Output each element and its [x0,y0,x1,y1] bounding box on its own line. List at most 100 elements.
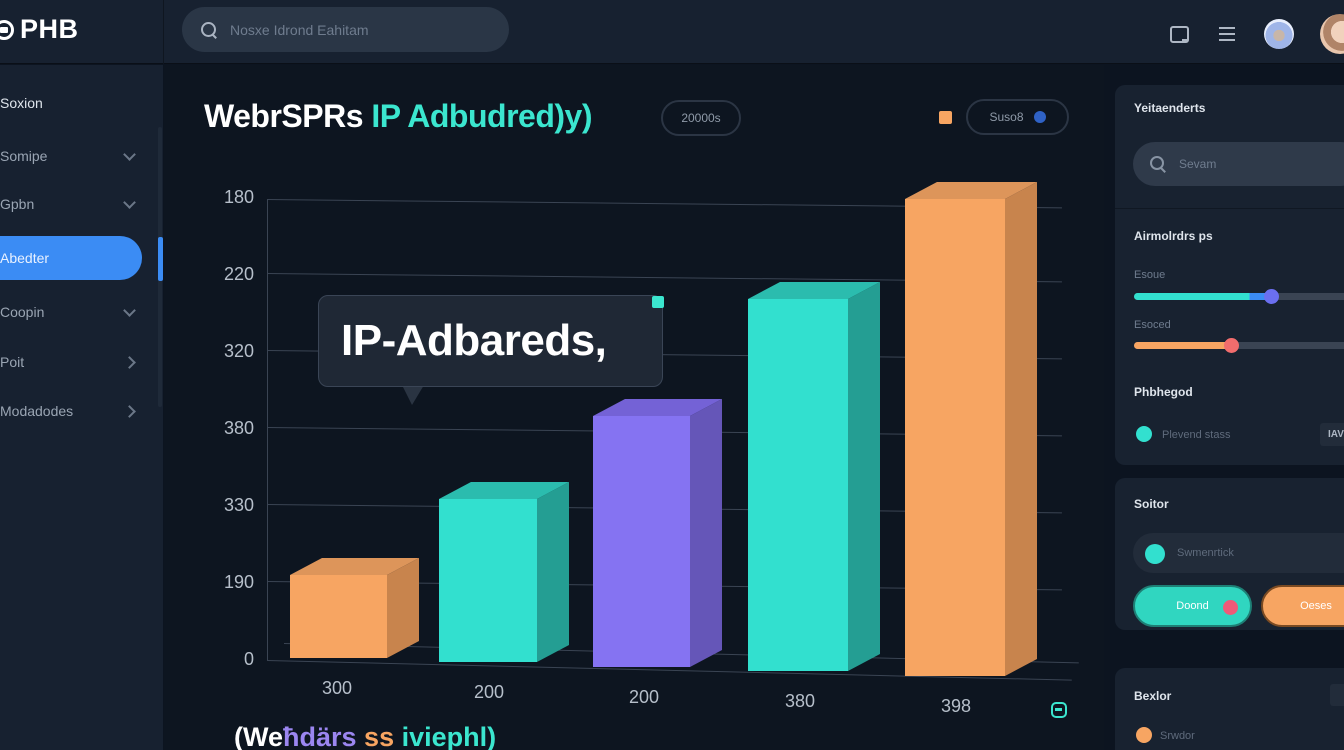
caption-part: ħdärs [283,722,357,750]
bar-side [690,398,722,667]
button-label: Doond [1176,600,1209,612]
logo-icon [0,19,14,40]
bar-side [1005,181,1037,676]
card-title: Bexlor [1134,689,1172,703]
card-title: Yeitaenderts [1134,101,1206,115]
panel-search[interactable] [1133,142,1344,186]
x-tick: 380 [784,691,816,711]
brand-name: PHB [20,14,79,44]
slider-label: Esoue [1134,269,1166,281]
bar-front [290,575,387,658]
bar-front [905,199,1005,676]
bar-2[interactable] [439,481,569,662]
y-tick: 380 [223,418,254,438]
sidebar-item-1[interactable]: Somipe [0,134,142,178]
teal-dot-icon [1145,544,1165,564]
status-dot-icon [1136,727,1152,743]
sidebar-item-6[interactable]: Modadodes [0,389,142,433]
brand[interactable]: PHB [0,14,79,45]
user-avatar[interactable] [1320,14,1344,54]
slider-fill [1134,342,1230,349]
bar-4[interactable] [748,281,880,671]
sidebar-item-label: Coopin [0,304,45,320]
global-search[interactable] [182,7,509,52]
bar-3[interactable] [593,398,722,667]
sidebar-item-label: Somipe [0,148,48,164]
slider-1[interactable] [1134,289,1344,304]
bar-front [439,499,537,662]
tooltip-marker-icon [652,296,664,308]
search-icon [1149,155,1167,173]
sidebar-item-label: Modadodes [0,403,74,419]
chevron-right-icon [123,355,136,369]
top-icons [1168,14,1344,54]
bar-5[interactable] [905,181,1037,676]
minimize-icon[interactable] [1051,702,1067,718]
toggle-dot-icon [1033,111,1046,123]
chart-tooltip: IP-Adbareds, [318,295,663,387]
bar-side [387,557,419,658]
divider [163,0,164,64]
bar-side [848,281,880,671]
x-tick: 200 [473,682,505,702]
right-panel: Yeitaenderts Airmolrdrs ps Esoue Esoced … [1104,65,1344,750]
secondary-button[interactable]: Oeses [1261,585,1344,627]
sidebar-item-label: Abedter [0,250,50,266]
search-input[interactable] [230,21,480,38]
toggle-field[interactable]: Swmenrtick [1133,533,1344,573]
caption-part: ss [356,722,395,750]
filter-icon[interactable] [1216,23,1238,45]
bar-1[interactable] [290,557,419,658]
bar-front [593,416,690,667]
caption-part: iviephl) [394,722,497,750]
slider-fill [1134,293,1270,300]
x-tick: 200 [628,687,660,707]
button-label: Oeses [1300,600,1332,612]
divider [1115,208,1344,209]
caption-part: (We [234,722,284,750]
slider-2[interactable] [1134,338,1344,353]
x-tick: 300 [321,678,353,698]
sidebar-item-label: Poit [0,354,25,370]
primary-button[interactable]: Doond [1133,585,1252,627]
slider-thumb[interactable] [1224,338,1239,353]
notification-dot-icon [1223,600,1238,615]
field-label: Swmenrtick [1177,547,1234,559]
tag-badge[interactable]: IAV [1320,423,1344,446]
bar-front [748,299,848,671]
sidebar-section-title: Soxion [0,95,43,111]
sidebar: Soxion Somipe Gpbn Abedter Coopin Poit M… [0,65,163,750]
bar-side [537,481,569,662]
toggle-pill-label: Suso8 [989,110,1024,124]
chevron-down-icon [123,195,136,209]
sidebar-item-3-active[interactable]: Abedter [0,236,142,280]
range-pill[interactable]: 20000s [661,100,741,136]
actions-card: Soitor Swmenrtick Doond Oeses [1115,478,1344,630]
y-tick: 180 [223,187,254,207]
toggle-pill[interactable]: Suso8 [966,99,1069,135]
slider-thumb[interactable] [1264,289,1279,304]
chevron-down-icon [123,147,136,161]
sidebar-item-4[interactable]: Coopin [0,290,142,334]
y-axis-line [267,199,268,660]
y-tick: 190 [223,572,254,592]
status-dot-icon [1136,426,1152,442]
x-tick: 398 [940,696,972,716]
sidebar-scrollbar-thumb[interactable] [158,237,163,281]
info-card: Bexlor Srwdor [1115,668,1344,750]
chevron-right-icon [123,404,136,418]
page-title: WebrSPRs IP Adbudred)y) [204,98,592,135]
main-panel: WebrSPRs IP Adbudred)y) 20000s Suso8 180… [164,65,1104,750]
badge-avatar[interactable] [1264,19,1294,49]
tag-badge[interactable] [1330,684,1344,706]
sidebar-item-2[interactable]: Gpbn [0,182,142,226]
panel-search-input[interactable] [1179,157,1339,171]
sidebar-item-5[interactable]: Poit [0,340,142,384]
slider-label: Esoced [1134,319,1171,331]
search-icon [200,21,218,39]
y-tick: 220 [223,264,254,284]
row-label: Srwdor [1160,730,1195,742]
card-title: Soitor [1134,497,1169,511]
chat-icon[interactable] [1168,23,1190,45]
